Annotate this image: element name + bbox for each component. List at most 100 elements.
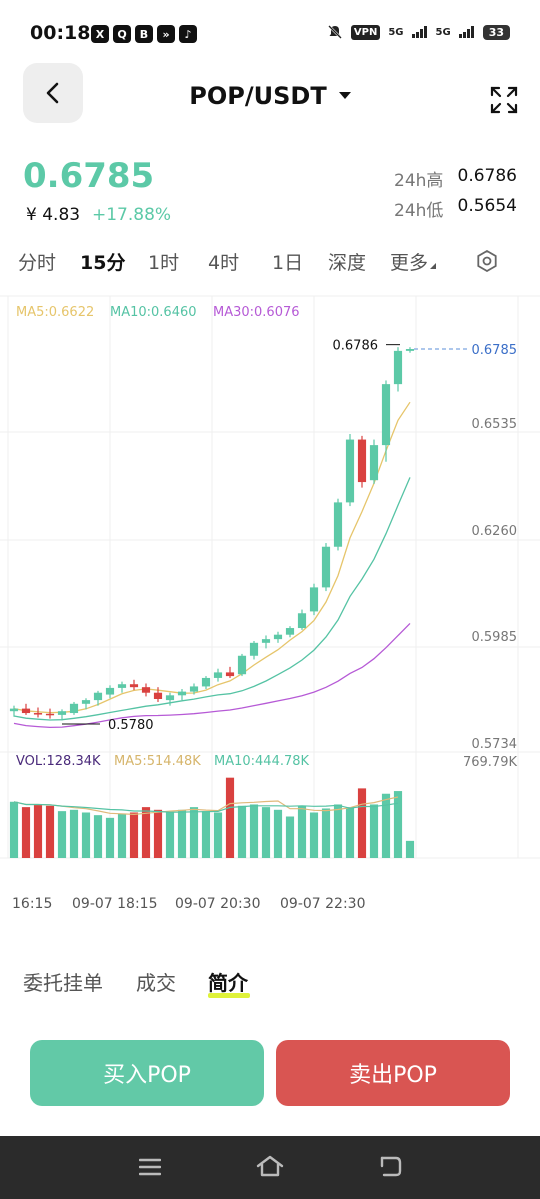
tab-1d[interactable]: 1日 (272, 252, 304, 274)
ma-lines (13, 401, 411, 729)
candle-body (273, 634, 283, 640)
time-axis-label: 09-07 18:15 (72, 896, 157, 912)
forward-app-icon: » (157, 25, 175, 43)
fullscreen-icon[interactable] (490, 86, 518, 114)
volume-bar (153, 809, 163, 858)
tab-4h[interactable]: 4时 (208, 252, 240, 274)
price-axis-label: 0.6535 (472, 417, 518, 432)
candle-body (57, 711, 67, 715)
volume-bar (33, 804, 43, 858)
buy-button[interactable]: 买入POP (30, 1040, 264, 1106)
candle-body (9, 708, 19, 712)
tab-15m[interactable]: 15分 (80, 252, 126, 274)
volume-bar (357, 788, 367, 858)
candle-body (237, 655, 247, 675)
candle-body (153, 692, 163, 699)
last-price: 0.6785 (23, 156, 155, 196)
vol-legend: VOL:128.34K (16, 754, 101, 769)
tab-intro[interactable]: 简介 (208, 971, 248, 995)
home-icon[interactable] (256, 1155, 284, 1177)
volume-bar (333, 804, 343, 858)
candle-body (381, 384, 391, 446)
volume-bar (369, 804, 379, 858)
tab-fenshi[interactable]: 分时 (18, 252, 57, 274)
candle-body (81, 700, 91, 704)
candle-body (357, 439, 367, 483)
back-nav-icon[interactable] (378, 1155, 402, 1177)
vol-ma5-line (13, 796, 399, 816)
volume-bar (117, 813, 127, 858)
active-tab-underline (208, 993, 250, 998)
low-24h-value: 0.5654 (457, 196, 517, 216)
volume-bar (201, 811, 211, 858)
volume-bar (285, 816, 295, 858)
candle-body (165, 695, 175, 701)
signal-2-icon: 5G (435, 26, 451, 38)
candles (9, 347, 415, 721)
volume-bar (237, 805, 247, 858)
volume-bars (9, 777, 415, 858)
tab-depth[interactable]: 深度 (328, 252, 367, 274)
system-nav-bar (0, 1136, 540, 1199)
volume-bar (93, 815, 103, 858)
binance-app-icon: B (135, 25, 153, 43)
chart-overlays: 0.6535 0.6260 0.5985 0.5734 769.79K 0.6785 0.6… (12, 339, 517, 912)
more-corner-icon (430, 263, 437, 269)
tab-1h[interactable]: 1时 (148, 252, 180, 274)
candle-body (201, 677, 211, 687)
volume-bar (309, 812, 319, 858)
candle-body (249, 642, 259, 656)
volume-bar (321, 808, 331, 858)
tab-more[interactable]: 更多 (390, 248, 437, 275)
high-marker-label: 0.6786 (333, 339, 379, 354)
chart-settings-icon[interactable] (476, 250, 498, 272)
volume-bar (81, 812, 91, 858)
vpn-badge: VPN (350, 24, 381, 40)
kline-chart[interactable]: 0.6535 0.6260 0.5985 0.5734 769.79K 0.6785 0.6… (0, 290, 540, 920)
ma30-line (13, 622, 411, 729)
qq-app-icon: Q (113, 25, 131, 43)
candle-body (393, 350, 403, 385)
candle-body (117, 684, 127, 688)
ma30-legend: MA30:0.6076 (213, 305, 300, 320)
vol-axis-max: 769.79K (463, 755, 517, 770)
signal-bars-icon (411, 26, 427, 38)
volume-bar (21, 807, 31, 858)
price-axis-label: 0.5734 (472, 737, 518, 752)
pair-selector[interactable]: POP/USDT (0, 82, 540, 110)
volume-bar (393, 791, 403, 858)
battery-badge: 33 (482, 24, 510, 40)
vol-ma10-line (13, 801, 399, 813)
header: POP/USDT (0, 62, 540, 126)
tab-more-label: 更多 (390, 252, 429, 274)
tab-trades[interactable]: 成交 (136, 971, 176, 995)
volume-bar (105, 817, 115, 858)
candle-body (129, 684, 139, 688)
candle-body (261, 639, 271, 643)
mute-bell-icon (328, 25, 342, 39)
volume-bar (345, 807, 355, 858)
current-price-tag: 0.6785 (472, 343, 518, 358)
volume-bar (141, 807, 151, 858)
candle-body (69, 703, 79, 714)
pair-title: POP/USDT (189, 82, 327, 110)
volume-bar (249, 804, 259, 858)
tab-orders[interactable]: 委托挂单 (23, 971, 103, 995)
high-24h-value: 0.6786 (457, 166, 517, 186)
candle-body (225, 672, 235, 677)
volume-bar (69, 809, 79, 858)
ma5-line (13, 401, 411, 714)
back-button[interactable] (23, 63, 83, 123)
volume-bar (213, 812, 223, 858)
ma10-line (13, 477, 411, 721)
volume-bar (165, 812, 175, 858)
bottom-tabs: 委托挂单 成交 简介 (0, 965, 540, 1005)
price-change: +17.88% (92, 205, 172, 225)
candle-body (285, 628, 295, 635)
volume-bar (261, 807, 271, 858)
menu-icon[interactable] (139, 1158, 161, 1176)
timeframe-tabs: 分时 15分 1时 4时 1日 深度 更多 (0, 248, 540, 280)
sell-button[interactable]: 卖出POP (276, 1040, 510, 1106)
candle-body (189, 686, 199, 692)
vol-ma5-legend: MA5:514.48K (114, 754, 201, 769)
